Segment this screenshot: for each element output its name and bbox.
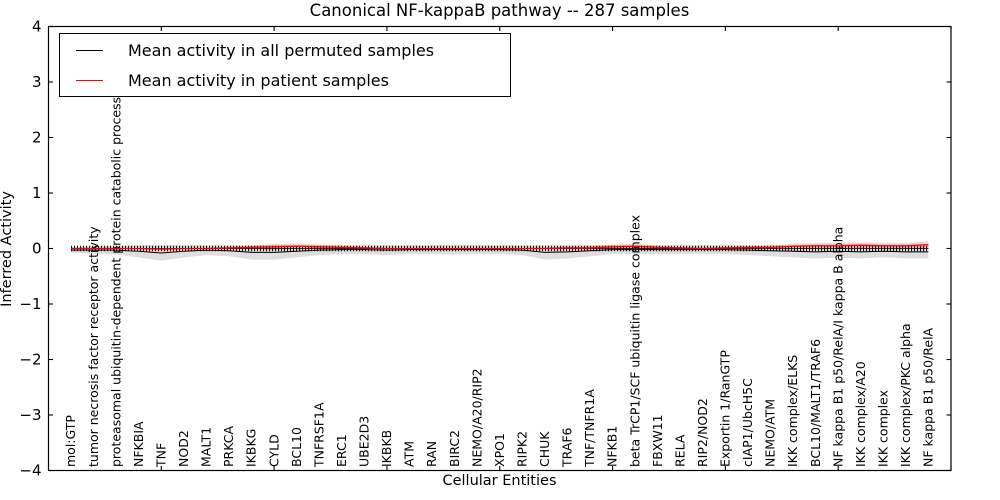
x-category-label: FBXW11: [650, 414, 665, 467]
patient-mean-line: [71, 243, 929, 250]
x-category-label: BCL10/MALT1/TRAF6: [808, 339, 823, 467]
x-category-label: PRKCA: [221, 426, 236, 467]
x-category-label: XPO1: [492, 433, 507, 467]
x-category-label: RIP2/NOD2: [695, 398, 710, 467]
x-category-label: BIRC2: [447, 430, 462, 467]
legend-line-black-icon: [76, 49, 103, 51]
legend: Mean activity in all permuted samples Me…: [59, 33, 511, 97]
x-category-label: NFKBIA: [131, 421, 146, 467]
y-tick-label: 4: [32, 18, 42, 36]
x-category-label: mol:GTP: [63, 415, 78, 467]
x-category-label: RIPK2: [514, 431, 529, 467]
x-category-label: CYLD: [266, 434, 281, 467]
x-axis-label: Cellular Entities: [442, 473, 557, 489]
legend-item-patient: Mean activity in patient samples: [60, 68, 510, 92]
x-category-label: NF kappa B1 p50/RelA: [921, 327, 936, 467]
y-tick-labels: 4 3 2 1 0 −1 −2 −3 −4: [19, 18, 41, 480]
y-tick-label: −3: [19, 406, 41, 424]
x-category-label: NFKB1: [605, 426, 620, 467]
x-category-label: RELA: [672, 434, 687, 467]
legend-label-patient: Mean activity in patient samples: [128, 70, 389, 90]
x-category-label: IKK complex/ELKS: [785, 355, 800, 467]
x-category-label: TNF: [153, 443, 168, 468]
x-category-label: MALT1: [199, 427, 214, 467]
x-category-label: TNFRSF1A: [311, 402, 326, 468]
y-tick-label: 0: [32, 240, 42, 258]
x-category-label: RAN: [424, 441, 439, 467]
legend-item-permuted: Mean activity in all permuted samples: [60, 38, 510, 62]
x-category-label: proteasomal ubiquitin-dependent protein …: [108, 97, 123, 467]
x-category-label: tumor necrosis factor receptor activity: [86, 226, 101, 467]
x-category-label: beta TrCP1/SCF ubiquitin ligase complex: [627, 215, 642, 467]
x-category-label: IKBKB: [379, 430, 394, 467]
x-category-label: NF kappa B1 p50/RelA/I kappa B alpha: [830, 227, 845, 467]
x-category-label: ERC1: [334, 434, 349, 467]
x-category-label: ATM: [402, 441, 417, 467]
x-category-label: Exportin 1/RanGTP: [718, 350, 733, 467]
x-category-label: NOD2: [176, 430, 191, 467]
x-category-labels: mol:GTP tumor necrosis factor receptor ac…: [63, 97, 935, 468]
x-category-label: NEMO/A20/RIP2: [469, 368, 484, 467]
y-tick-label: 3: [32, 73, 42, 91]
x-category-label: UBE2D3: [357, 416, 372, 467]
x-category-label: BCL10: [289, 427, 304, 467]
chart-title: Canonical NF-kappaB pathway -- 287 sampl…: [309, 1, 690, 20]
x-category-label: TRAF6: [560, 427, 575, 468]
x-category-label: IKK complex: [875, 390, 890, 467]
legend-line-red-icon: [76, 79, 103, 81]
x-category-label: CHUK: [537, 431, 552, 467]
permuted-mean-line: [71, 249, 929, 254]
y-tick-label: −4: [19, 462, 41, 480]
x-category-label: NEMO/ATM: [763, 399, 778, 467]
x-category-label: TNF/TNFR1A: [582, 389, 597, 468]
x-category-label: IKBKG: [244, 429, 259, 467]
legend-label-permuted: Mean activity in all permuted samples: [128, 40, 435, 60]
y-tick-label: 1: [32, 184, 42, 202]
x-category-label: cIAP1/UbcH5C: [740, 378, 755, 467]
x-category-label: IKK complex/A20: [853, 361, 868, 467]
y-tick-label: 2: [32, 129, 42, 147]
x-category-label: IKK complex/PKC alpha: [898, 323, 913, 467]
y-tick-label: −2: [19, 351, 41, 369]
y-tick-label: −1: [19, 295, 41, 313]
y-axis-label: Inferred Activity: [0, 191, 15, 307]
axis-ticks: [48, 25, 952, 472]
